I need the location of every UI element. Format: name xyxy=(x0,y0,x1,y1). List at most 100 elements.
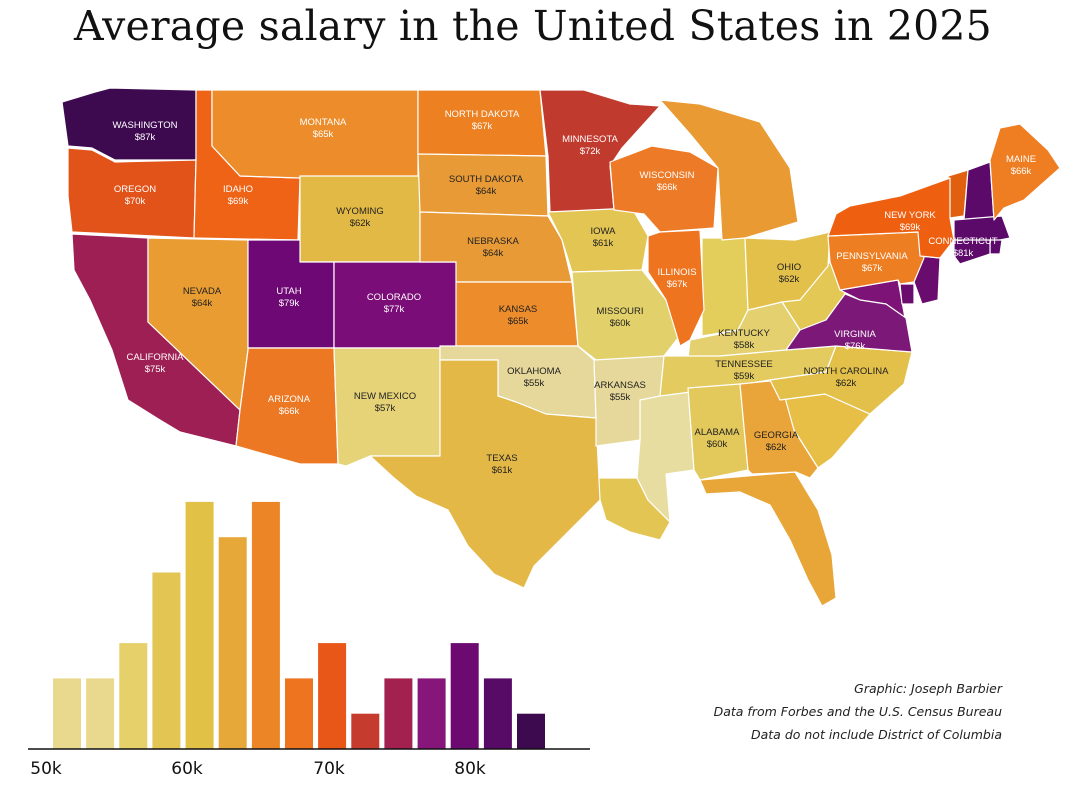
state-label-utah: UTAH xyxy=(276,286,301,297)
state-label-south-dakota: SOUTH DAKOTA xyxy=(449,174,524,185)
state-salary-oregon: $70k xyxy=(125,196,146,207)
histogram-bar-51 xyxy=(53,678,81,749)
state-salary-north-dakota: $67k xyxy=(472,121,493,132)
state-salary-idaho: $69k xyxy=(228,196,249,207)
state-salary-alabama: $60k xyxy=(707,439,728,450)
histogram-bar-77 xyxy=(483,678,512,749)
state-label-new-mexico: NEW MEXICO xyxy=(354,391,416,402)
histogram-bar-59 xyxy=(185,501,214,749)
state-salary-utah: $79k xyxy=(279,298,300,309)
histogram-bar-69 xyxy=(351,713,380,749)
state-salary-washington: $87k xyxy=(135,132,156,143)
state-salary-montana: $65k xyxy=(313,129,334,140)
histogram-bar-55 xyxy=(119,643,148,749)
state-salary-nevada: $64k xyxy=(192,298,213,309)
state-label-arkansas: ARKANSAS xyxy=(594,380,646,391)
state-label-connecticut: CONNECTICUT xyxy=(928,236,997,247)
state-salary-new-york: $69k xyxy=(900,222,921,233)
state-salary-wisconsin: $66k xyxy=(657,182,678,193)
state-salary-pennsylvania: $67k xyxy=(862,263,883,274)
state-michigan[interactable] xyxy=(659,99,799,241)
state-salary-iowa: $61k xyxy=(593,238,614,249)
state-ohio[interactable] xyxy=(744,231,831,311)
state-salary-illinois: $67k xyxy=(667,279,688,290)
state-label-nebraska: NEBRASKA xyxy=(467,236,519,247)
state-label-georgia: GEORGIA xyxy=(754,430,799,441)
state-label-iowa: IOWA xyxy=(591,226,617,237)
state-salary-connecticut: $81k xyxy=(953,248,974,259)
state-connecticut[interactable] xyxy=(953,239,991,265)
state-north-carolina[interactable] xyxy=(769,345,913,415)
state-label-north-carolina: NORTH CAROLINA xyxy=(804,366,889,377)
state-label-alabama: ALABAMA xyxy=(695,427,741,438)
state-texas[interactable] xyxy=(369,359,601,589)
us-map: WASHINGTON$87k OREGON$70k CALIFORNIA$75k ID… xyxy=(61,87,1061,607)
histogram-bar-71 xyxy=(384,678,413,749)
state-salary-kansas: $65k xyxy=(508,316,529,327)
state-label-oklahoma: OKLAHOMA xyxy=(507,366,562,377)
state-label-oregon: OREGON xyxy=(114,184,156,195)
state-virginia[interactable] xyxy=(785,293,913,353)
credit-note: Data do not include District of Columbia xyxy=(751,727,1002,742)
state-salary-south-dakota: $64k xyxy=(476,186,497,197)
state-wisconsin[interactable] xyxy=(609,145,719,233)
state-salary-missouri: $60k xyxy=(610,318,631,329)
state-label-pennsylvania: PENNSYLVANIA xyxy=(836,251,908,262)
x-tick-label: 70k xyxy=(313,759,345,779)
state-label-ohio: OHIO xyxy=(777,262,801,273)
state-salary-colorado: $77k xyxy=(384,304,405,315)
histogram-bar-67 xyxy=(318,643,347,749)
state-salary-georgia: $62k xyxy=(766,442,787,453)
state-label-texas: TEXAS xyxy=(486,453,517,464)
state-label-wisconsin: WISCONSIN xyxy=(640,170,695,181)
state-salary-wyoming: $62k xyxy=(350,218,371,229)
state-label-illinois: ILLINOIS xyxy=(657,267,696,278)
state-salary-minnesota: $72k xyxy=(580,146,601,157)
histogram-bar-63 xyxy=(251,501,280,749)
histogram-bar-53 xyxy=(86,678,115,749)
histogram-bar-65 xyxy=(285,678,313,749)
state-salary-oklahoma: $55k xyxy=(524,378,545,389)
state-new-york[interactable] xyxy=(827,177,955,259)
state-label-maine: MAINE xyxy=(1006,154,1036,165)
state-label-north-dakota: NORTH DAKOTA xyxy=(445,109,520,120)
state-label-missouri: MISSOURI xyxy=(597,306,644,317)
histogram-bar-57 xyxy=(152,572,181,749)
state-label-idaho: IDAHO xyxy=(223,184,253,195)
state-label-kansas: KANSAS xyxy=(499,304,538,315)
histogram-bar-75 xyxy=(450,643,479,749)
state-salary-nebraska: $64k xyxy=(483,248,504,259)
state-alabama[interactable] xyxy=(687,383,749,481)
state-label-washington: WASHINGTON xyxy=(113,120,178,131)
state-illinois[interactable] xyxy=(647,229,705,347)
state-label-wyoming: WYOMING xyxy=(336,206,384,217)
x-tick-label: 60k xyxy=(171,759,203,779)
state-salary-arizona: $66k xyxy=(279,406,300,417)
state-label-colorado: COLORADO xyxy=(367,292,421,303)
histogram-bar-61 xyxy=(218,537,247,749)
state-salary-maine: $66k xyxy=(1011,166,1032,177)
state-florida[interactable] xyxy=(699,471,837,607)
state-label-arizona: ARIZONA xyxy=(268,394,311,405)
state-salary-new-mexico: $57k xyxy=(375,403,396,414)
state-salary-california: $75k xyxy=(145,364,166,375)
credit-graphic: Graphic: Joseph Barbier xyxy=(854,681,1002,696)
state-salary-arkansas: $55k xyxy=(610,392,631,403)
state-salary-texas: $61k xyxy=(492,465,513,476)
state-label-california: CALIFORNIA xyxy=(126,352,184,363)
state-salary-tennessee: $59k xyxy=(734,371,755,382)
state-maine[interactable] xyxy=(989,123,1061,221)
state-label-virginia: VIRGINIA xyxy=(834,329,876,340)
state-minnesota[interactable] xyxy=(539,89,661,213)
state-label-nevada: NEVADA xyxy=(183,286,222,297)
x-tick-label: 80k xyxy=(454,759,486,779)
state-delaware[interactable] xyxy=(899,283,915,305)
chart-title: Average salary in the United States in 2… xyxy=(74,2,992,50)
histogram-bar-79 xyxy=(517,713,545,749)
state-label-montana: MONTANA xyxy=(300,117,347,128)
state-salary-kentucky: $58k xyxy=(734,340,755,351)
state-label-kentucky: KENTUCKY xyxy=(718,328,770,339)
state-salary-north-carolina: $62k xyxy=(836,378,857,389)
state-label-new-york: NEW YORK xyxy=(884,210,936,221)
